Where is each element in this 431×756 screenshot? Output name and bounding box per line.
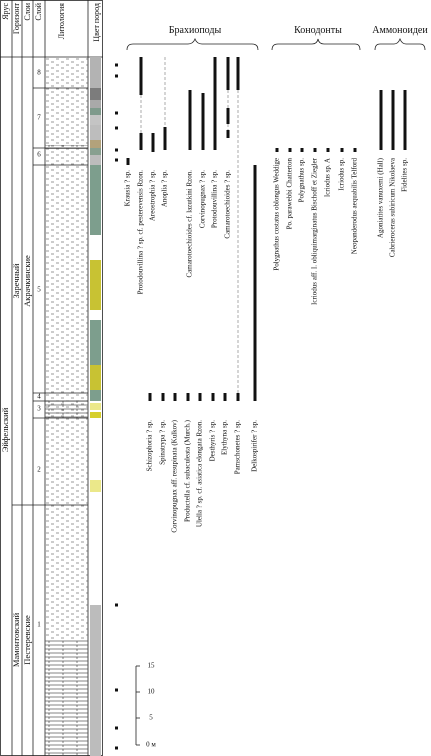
- taxon-name: Fidelites sp.: [401, 158, 409, 192]
- rock-color: [90, 155, 101, 165]
- rock-color: [90, 412, 101, 418]
- taxon-name: Delkospirifer ? sp.: [251, 420, 259, 472]
- braces: [126, 37, 426, 51]
- sample-marker: [115, 746, 118, 750]
- group-title: Аммоноидеи: [372, 25, 428, 36]
- rock-color: [90, 57, 101, 88]
- taxon-name: Icriodus sp. A: [324, 158, 332, 197]
- horizon-label: Заречный: [11, 263, 21, 298]
- sample-marker: [115, 111, 118, 115]
- rock-color: [90, 390, 101, 401]
- lithology: [45, 57, 88, 756]
- taxon-name: Cabrieroceras subiricum Nikolaeva: [389, 157, 397, 257]
- taxon-name: Icriodus sp.: [338, 158, 346, 191]
- rock-color: [90, 403, 101, 410]
- bed-number: 7: [37, 114, 41, 122]
- taxon-name: Protodouvillina ? sp. cf. pesterevensis …: [137, 170, 145, 295]
- sample-marker: [115, 63, 118, 67]
- horizon-label: Мамонтовский: [11, 612, 21, 667]
- column-header: Горизонт: [12, 2, 21, 34]
- rock-color: [90, 320, 101, 365]
- layer-label: Пестеревские: [22, 615, 32, 665]
- sample-marker: [115, 726, 118, 730]
- bed-number: 1: [37, 621, 41, 629]
- bed-number: 8: [37, 69, 41, 77]
- column-header: Ярус: [1, 3, 10, 20]
- column-header: Литология: [57, 3, 66, 40]
- stage-label: Эйфельский: [0, 407, 10, 452]
- rock-color: [90, 88, 101, 100]
- scale-label: 5: [149, 714, 153, 722]
- sample-marker: [115, 74, 118, 78]
- rock-color: [90, 165, 101, 235]
- sample-marker: [115, 126, 118, 130]
- rock-color: [90, 605, 101, 756]
- taxon-name: Schizophoria ? sp.: [146, 420, 154, 472]
- taxon-name: Ulella ? sp. cf. asiatica elongata Rzon.: [196, 420, 204, 527]
- rock-color: [90, 148, 101, 155]
- taxon-name: Corvinopugnax aff. resupinata (Kulkov): [171, 419, 179, 532]
- taxon-name: Icriodus aff. I. obliquimarginatus Bisch…: [311, 157, 319, 305]
- column-header: Слои: [23, 2, 32, 20]
- bed-number: 6: [37, 151, 41, 159]
- taxon-name: Camarotoechioides cf. lazutkini Rzon.: [186, 170, 194, 278]
- rock-color: [90, 480, 101, 492]
- group-title: Брахиоподы: [169, 25, 222, 36]
- rock-color: [90, 100, 101, 108]
- taxon-name: Protodouvillina ? sp.: [211, 170, 219, 228]
- taxon-name: Polygnathus sp.: [298, 158, 306, 203]
- scale-label: 15: [148, 662, 156, 670]
- rock-color: [90, 125, 101, 140]
- taxon-name: Camarotoechioides ? sp.: [224, 170, 232, 239]
- sample-marker: [115, 603, 118, 607]
- taxon-name: Spinatrypa ? sp.: [159, 420, 167, 465]
- layer-label: Акрачкинские: [22, 255, 32, 307]
- taxon-name: Corvinopugnax ? sp.: [199, 170, 207, 228]
- sample-marker: [115, 158, 118, 162]
- sample-marker: [115, 688, 118, 692]
- bed-number: 4: [37, 393, 41, 401]
- scale-label: 10: [148, 688, 156, 696]
- taxon-name: Krausia ? sp.: [124, 170, 132, 207]
- taxon-name: Polygnathus costatus oblongus Weddige: [273, 158, 281, 271]
- rock-color: [90, 115, 101, 125]
- taxon-name: Pamschonetes ? sp.: [234, 420, 242, 474]
- taxon-name: Elythyna sp.: [221, 420, 229, 455]
- scale-label: 0 м: [146, 741, 156, 749]
- taxon-name: Areostrophia ? sp.: [149, 170, 157, 221]
- group-title: Конодонты: [294, 25, 342, 36]
- taxon-name: Po. parawebbi Chatterton: [286, 158, 294, 230]
- taxon-name: Anoplia ? sp.: [161, 170, 169, 207]
- rock-color: [90, 365, 101, 390]
- rock-color: [90, 108, 101, 115]
- sample-marker: [115, 148, 118, 152]
- rock-color: [90, 260, 101, 310]
- taxon-name: Productella cf. subaculeata (Murch.): [184, 419, 192, 522]
- bed-number: 3: [37, 405, 41, 413]
- taxon-name: Agoniatites vanuxemi (Hall): [377, 157, 385, 238]
- taxon-name: Desthyris ? sp.: [209, 420, 217, 462]
- bed-number: 2: [37, 466, 41, 474]
- rock-color: [90, 140, 101, 148]
- column-header: Цвет пород: [92, 3, 101, 42]
- taxon-name: Neopanderodus aequabilis Telford: [351, 158, 359, 255]
- bed-number: 5: [37, 286, 41, 294]
- column-header: Слой: [34, 2, 43, 20]
- scale-bar: [135, 665, 140, 746]
